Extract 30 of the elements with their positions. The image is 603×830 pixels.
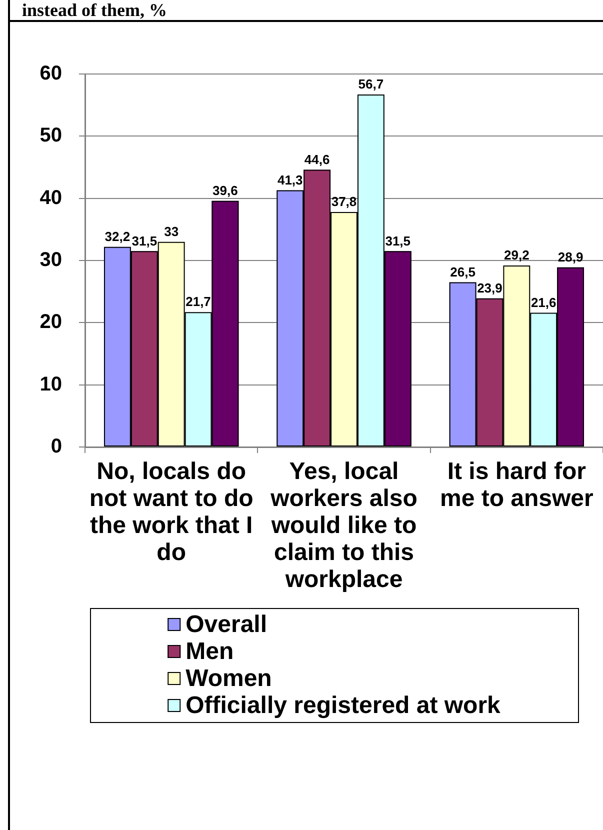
data-label: 31,5 (132, 233, 158, 248)
data-label: 39,6 (212, 182, 238, 198)
y-tick-label: 30 (40, 249, 62, 272)
y-tick-label: 50 (40, 124, 62, 147)
y-tick-label: 40 (40, 186, 62, 209)
data-label: 21,7 (186, 294, 211, 310)
legend-label: Women (186, 665, 272, 692)
data-label: 32,2 (104, 228, 130, 244)
y-tick-label: 0 (50, 436, 62, 458)
data-label: 28,9 (558, 249, 584, 264)
legend-label: Men (186, 638, 234, 666)
data-label: 29,2 (504, 248, 530, 263)
x-tick-label: No, locals do not want to do the work that I do (89, 458, 254, 566)
chart-title: instead of them, % (22, 0, 167, 20)
y-tick-label: 60 (40, 62, 62, 85)
data-label: 21,6 (530, 294, 556, 310)
x-tick-label: It is hard for me to answer (440, 458, 594, 512)
data-label: 23,9 (477, 280, 502, 296)
data-label: 26,5 (450, 264, 476, 280)
legend-label: Overall (186, 611, 267, 638)
x-tick-label: Yes, local workers also would like to claim to this workplace (270, 458, 418, 594)
legend-label: Officially registered at work (186, 692, 502, 720)
data-label: 41,3 (277, 172, 303, 188)
data-label: 44,6 (304, 152, 330, 167)
data-label: 33 (164, 224, 179, 239)
data-label: 37,8 (331, 194, 357, 210)
y-tick-label: 10 (40, 373, 62, 396)
data-label: 31,5 (385, 233, 411, 248)
data-label: 56,7 (358, 76, 384, 92)
y-tick-label: 20 (40, 311, 62, 334)
